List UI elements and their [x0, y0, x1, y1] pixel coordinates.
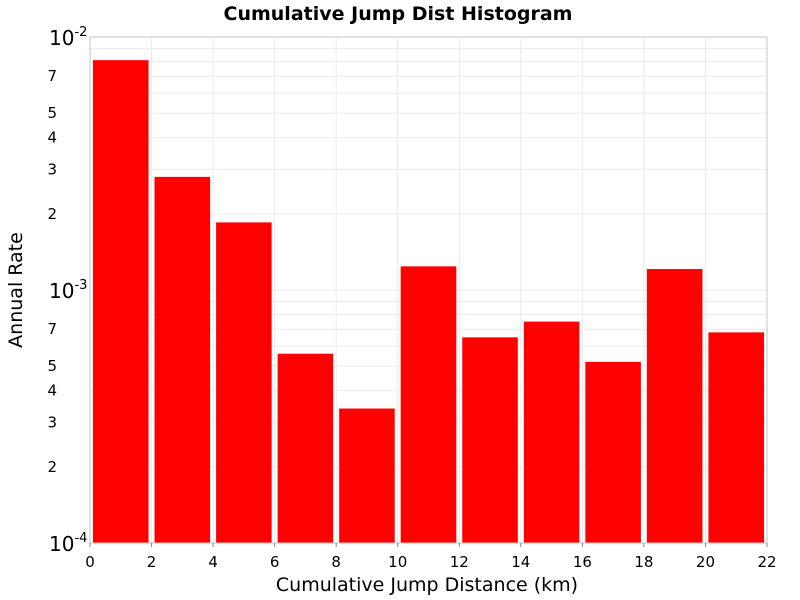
- y-axis-label: Annual Rate: [5, 232, 27, 348]
- decade-base: 10: [49, 26, 74, 50]
- histogram-bar: [523, 321, 580, 543]
- decade-base: 10: [49, 279, 74, 303]
- plot-area: 0 2 4 6 8 10 12 14 16 18 20 22234572345710-410-310-…: [47, 25, 776, 571]
- decade-exponent: -4: [74, 531, 87, 546]
- histogram-bar: [462, 337, 518, 543]
- x-tick-label: 8: [331, 553, 341, 571]
- x-tick-label: 6: [270, 553, 280, 571]
- y-tick-label: 5: [47, 104, 57, 122]
- x-tick-label: 14: [511, 553, 530, 571]
- histogram-bar: [154, 176, 211, 543]
- y-tick-label: 2: [47, 205, 57, 223]
- histogram-bar: [585, 361, 641, 543]
- x-tick-label: 10: [388, 553, 407, 571]
- x-tick-label: 12: [450, 553, 469, 571]
- x-tick-label: 0: [85, 553, 95, 571]
- y-decade-label: 10-4: [49, 531, 87, 556]
- y-decade-label: 10-2: [49, 25, 87, 50]
- x-tick-label: 4: [208, 553, 218, 571]
- x-tick-label: 22: [757, 553, 776, 571]
- y-tick-label: 7: [47, 320, 57, 338]
- y-tick-label: 3: [47, 413, 57, 431]
- decade-exponent: -2: [74, 25, 87, 40]
- histogram-bar: [708, 332, 764, 543]
- x-tick-label: 2: [147, 553, 157, 571]
- x-tick-label: 18: [634, 553, 653, 571]
- y-tick-label: 3: [47, 160, 57, 178]
- chart-title: Cumulative Jump Dist Histogram: [224, 3, 573, 25]
- decade-base: 10: [49, 532, 74, 556]
- plot-frame: [89, 36, 768, 544]
- x-axis-label: Cumulative Jump Distance (km): [276, 574, 578, 596]
- y-tick-label: 4: [47, 129, 57, 147]
- y-decade-label: 10-3: [49, 278, 87, 303]
- y-tick-label: 7: [47, 67, 57, 85]
- histogram-bar: [277, 353, 334, 543]
- y-tick-label: 2: [47, 458, 57, 476]
- x-tick-label: 20: [696, 553, 715, 571]
- histogram-bar: [646, 269, 703, 543]
- histogram-bar: [400, 266, 457, 543]
- histogram-bar: [93, 60, 149, 543]
- histogram-bar: [339, 408, 395, 543]
- decade-exponent: -3: [74, 278, 87, 293]
- x-tick-label: 16: [573, 553, 592, 571]
- histogram-bar: [216, 222, 272, 543]
- y-tick-label: 5: [47, 357, 57, 375]
- y-tick-label: 4: [47, 382, 57, 400]
